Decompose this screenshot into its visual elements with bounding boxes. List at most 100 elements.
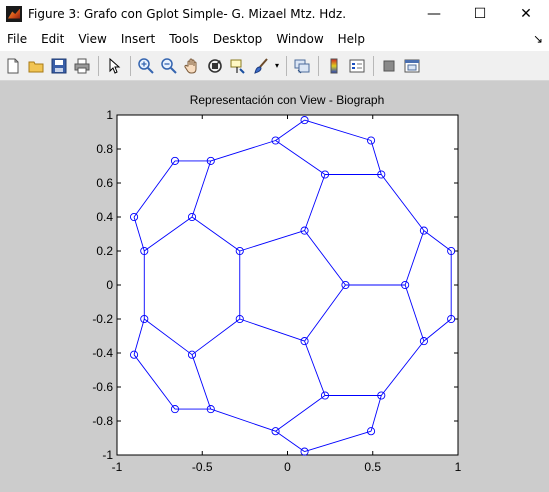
save-icon[interactable] xyxy=(48,55,70,77)
brush-icon[interactable] xyxy=(250,55,272,77)
graph-node xyxy=(366,136,376,145)
graph-node xyxy=(271,136,280,145)
graph-edge xyxy=(380,340,425,396)
toolbar-separator xyxy=(373,55,374,76)
graph-edge xyxy=(133,216,145,252)
x-tick-label: -0.5 xyxy=(192,460,213,474)
graph-node xyxy=(206,405,215,414)
menu-edit[interactable]: Edit xyxy=(41,32,65,46)
graph-edge xyxy=(370,140,382,175)
graph-node xyxy=(366,427,376,436)
graph-edge xyxy=(380,174,425,231)
graph-edge xyxy=(370,395,382,432)
menu-window[interactable]: Window xyxy=(276,32,324,46)
graph-node xyxy=(129,350,139,359)
matlab-logo-icon xyxy=(6,5,22,22)
help-dock-arrow-icon[interactable]: ↘ xyxy=(532,32,543,46)
graph-node xyxy=(377,391,386,400)
x-tick-label: 0.5 xyxy=(364,460,381,474)
graph-edge xyxy=(304,340,326,396)
graph-node xyxy=(187,350,197,359)
zoom-out-icon[interactable] xyxy=(158,55,180,77)
graph-edge xyxy=(191,354,212,410)
graph-node xyxy=(187,212,197,222)
toolbar-separator xyxy=(286,55,287,76)
open-file-icon[interactable] xyxy=(25,55,47,77)
graph-node xyxy=(401,280,410,290)
figure-toolbar: ▾ xyxy=(0,51,549,81)
menu-insert[interactable]: Insert xyxy=(120,32,156,46)
graph-edge xyxy=(304,284,346,342)
pointer-icon[interactable] xyxy=(103,55,125,77)
y-tick-label: 0.4 xyxy=(96,210,113,224)
menu-file[interactable]: File xyxy=(7,32,28,46)
graph-node xyxy=(300,116,309,125)
graph-edge xyxy=(304,174,326,231)
graph-node xyxy=(271,427,280,436)
graph-node xyxy=(235,246,244,256)
graph-edge xyxy=(423,230,452,252)
rotate-3d-icon[interactable] xyxy=(204,55,226,77)
graph-edge xyxy=(275,395,326,432)
y-tick-label: -1 xyxy=(102,448,113,462)
graph-edge xyxy=(275,430,305,452)
x-tick-label: 1 xyxy=(455,460,462,474)
graph-edge xyxy=(191,160,212,218)
x-tick-label: 0 xyxy=(284,460,291,474)
hide-plot-tools-icon[interactable] xyxy=(378,55,400,77)
y-tick-label: -0.8 xyxy=(92,414,113,428)
plot-svg[interactable]: Representación con View - Biograph -1 -0.… xyxy=(0,81,549,492)
new-figure-icon[interactable] xyxy=(2,55,24,77)
minimize-button[interactable]: — xyxy=(427,5,441,22)
close-button[interactable]: ✕ xyxy=(520,5,532,22)
show-plot-tools-icon[interactable] xyxy=(401,55,423,77)
y-tick-label: 1 xyxy=(106,108,113,122)
graph-edge xyxy=(144,318,193,356)
graph-node xyxy=(447,246,456,256)
graph-edge xyxy=(304,430,372,453)
graph-node xyxy=(320,391,330,400)
link-plot-icon[interactable] xyxy=(291,55,313,77)
graph-node xyxy=(341,280,350,290)
graph-node xyxy=(419,226,428,235)
graph-edge xyxy=(275,140,326,175)
menu-bar: File Edit View Insert Tools Desktop Wind… xyxy=(0,27,549,51)
graph-edge xyxy=(239,318,305,342)
graph-node xyxy=(170,405,180,414)
y-tick-label: -0.4 xyxy=(92,346,113,360)
y-tick-label: 0.8 xyxy=(96,142,113,156)
graph-edge xyxy=(133,354,176,410)
graph-edge xyxy=(133,160,176,218)
graph-edge xyxy=(144,216,193,252)
maximize-button[interactable]: ☐ xyxy=(473,5,487,22)
y-tick-label: 0.2 xyxy=(96,244,113,258)
graph-edge xyxy=(191,216,241,252)
data-cursor-icon[interactable] xyxy=(227,55,249,77)
brush-dropdown-icon[interactable]: ▾ xyxy=(274,61,279,70)
y-tick-label: 0 xyxy=(106,278,113,292)
print-icon[interactable] xyxy=(71,55,93,77)
y-tick-label: -0.2 xyxy=(92,312,113,326)
menu-tools[interactable]: Tools xyxy=(169,32,199,46)
menu-help[interactable]: Help xyxy=(337,32,365,46)
toolbar-separator xyxy=(130,55,131,76)
graph-node xyxy=(140,246,149,256)
graph-edge xyxy=(423,318,452,342)
graph-edge xyxy=(304,119,372,141)
window-title: Figure 3: Grafo con Gplot Simple- G. Miz… xyxy=(28,6,347,21)
chart-title: Representación con View - Biograph xyxy=(190,93,385,107)
axes-background[interactable] xyxy=(116,114,459,456)
menu-desktop[interactable]: Desktop xyxy=(212,32,263,46)
pan-hand-icon[interactable] xyxy=(181,55,203,77)
menu-view[interactable]: View xyxy=(78,32,107,46)
graph-node xyxy=(419,337,428,346)
y-tick-label: 0.6 xyxy=(96,176,113,190)
legend-icon[interactable] xyxy=(346,55,368,77)
colorbar-icon[interactable] xyxy=(323,55,345,77)
zoom-in-icon[interactable] xyxy=(135,55,157,77)
y-tick-label: -0.6 xyxy=(92,380,113,394)
graph-node xyxy=(377,170,386,179)
toolbar-separator xyxy=(318,55,319,76)
graph-node xyxy=(300,447,309,456)
graph-node xyxy=(447,314,456,324)
